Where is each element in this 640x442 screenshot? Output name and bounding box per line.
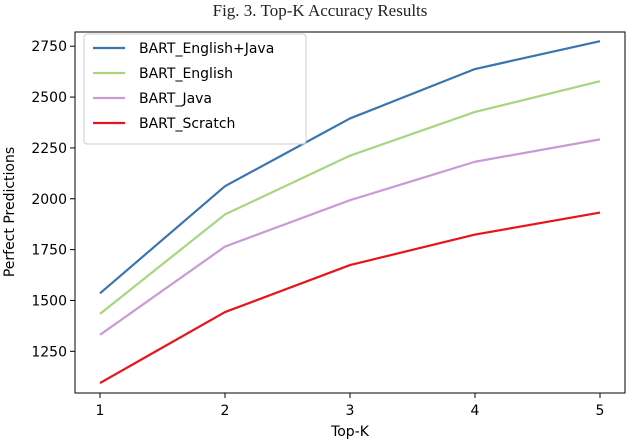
- x-tick-label: 5: [596, 403, 605, 419]
- x-tick-label: 1: [96, 403, 105, 419]
- legend-label: BART_English: [139, 66, 233, 82]
- series-lines: [99, 40, 601, 384]
- x-tick-label: 3: [346, 403, 355, 419]
- x-tick-label: 2: [221, 403, 230, 419]
- y-tick-label: 1750: [31, 243, 67, 259]
- x-axis: 1 2 3 4 5: [96, 393, 605, 419]
- legend-label: BART_Java: [139, 91, 212, 107]
- y-axis-label: Perfect Predictions: [2, 147, 18, 277]
- y-tick-label: 2750: [31, 39, 67, 55]
- series-line-2: [99, 80, 601, 315]
- x-axis-label: Top-K: [330, 424, 370, 440]
- legend-box: [83, 33, 307, 145]
- figure-caption: Fig. 3. Top-K Accuracy Results: [213, 1, 428, 20]
- y-tick-label: 2500: [31, 90, 67, 106]
- legend: BART_English+Java BART_English BART_Java BA…: [83, 33, 307, 145]
- y-tick-label: 2250: [31, 141, 67, 157]
- x-tick-label: 4: [471, 403, 480, 419]
- series-line-3: [99, 138, 601, 336]
- legend-label: BART_Scratch: [139, 116, 235, 132]
- legend-label: BART_English+Java: [139, 41, 274, 57]
- y-tick-label: 1500: [31, 293, 67, 309]
- series-line-4: [99, 211, 601, 384]
- series-line-1: [99, 40, 601, 295]
- y-tick-label: 1250: [31, 344, 67, 360]
- y-axis: 1250 1500 1750 2000 2250 2500 2750: [31, 39, 75, 360]
- y-tick-label: 2000: [31, 192, 67, 208]
